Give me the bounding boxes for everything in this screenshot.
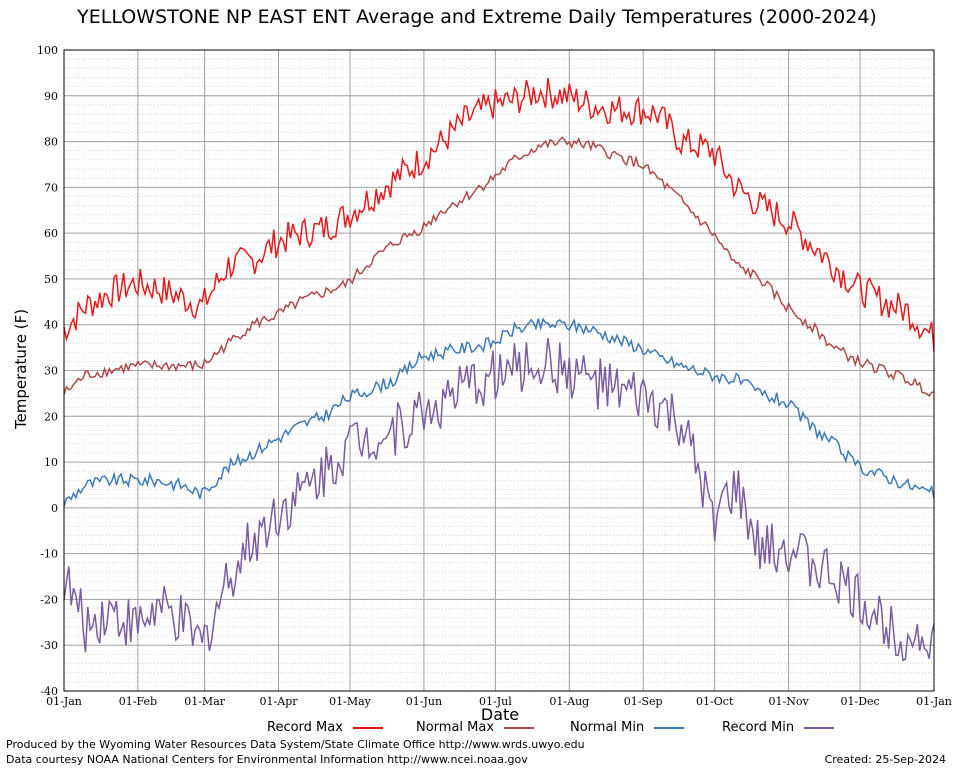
x-tick-label: 01-Oct [696, 695, 734, 708]
legend-item-record-min: Record Min [722, 720, 835, 735]
y-tick-label: 30 [44, 365, 58, 378]
footer-produced: Produced by the Wyoming Water Resources … [6, 738, 585, 751]
series-line-record-max [63, 77, 935, 352]
y-tick-label: 40 [44, 319, 58, 332]
chart-title: YELLOWSTONE NP EAST ENT Average and Extr… [77, 6, 877, 28]
x-axis-label: Date [480, 705, 520, 724]
series-line-normal-max [63, 136, 935, 397]
legend-label: Record Min [722, 720, 795, 735]
legend-item-normal-max: Normal Max [416, 720, 535, 735]
x-tick-label: 01-Nov [769, 695, 810, 708]
x-tick-label: 01-Jan [916, 695, 952, 708]
legend-label: Record Max [267, 720, 343, 735]
x-tick-label: 01-Jul [479, 695, 512, 708]
y-tick-label: -30 [40, 639, 58, 652]
x-tick-label: 01-Sep [624, 695, 663, 708]
y-axis-label: Temperature (F) [12, 308, 30, 430]
series-lines [63, 77, 935, 662]
y-tick-label: -40 [40, 685, 58, 698]
x-tick-label: 01-Apr [260, 695, 299, 708]
legend-swatch [504, 726, 535, 729]
y-tick-label: -20 [40, 593, 58, 606]
footer-courtesy: Data courtesy NOAA National Centers for … [6, 753, 528, 766]
y-tick-label: 0 [51, 502, 58, 515]
y-tick-label: 70 [44, 181, 58, 194]
legend-swatch [352, 726, 383, 729]
tick-labels: 1009080706050403020100-10-20-30-4001-Jan… [37, 44, 952, 708]
series-line-normal-min [63, 317, 935, 507]
y-tick-label: 10 [44, 456, 58, 469]
x-tick-label: 01-Jun [406, 695, 442, 708]
series-line-record-min [63, 338, 935, 662]
legend-item-normal-min: Normal Min [570, 720, 685, 735]
x-tick-label: 01-May [329, 695, 372, 708]
y-tick-label: 100 [37, 44, 58, 57]
footer-created: Created: 25-Sep-2024 [824, 753, 946, 766]
x-tick-label: 01-Feb [119, 695, 157, 708]
x-tick-label: 01-Aug [549, 695, 589, 708]
legend-label: Normal Max [416, 720, 495, 735]
x-tick-label: 01-Mar [184, 695, 226, 708]
y-tick-label: 60 [44, 227, 58, 240]
y-tick-label: 20 [44, 410, 58, 423]
x-tick-label: 01-Jan [46, 695, 82, 708]
y-tick-label: 80 [44, 136, 58, 149]
y-tick-label: 90 [44, 90, 58, 103]
legend-swatch [654, 726, 685, 729]
legend-item-record-max: Record Max [267, 720, 383, 735]
x-tick-label: 01-Dec [841, 695, 880, 708]
y-tick-label: -10 [40, 548, 58, 561]
legend-label: Normal Min [570, 720, 645, 735]
y-tick-label: 50 [44, 273, 58, 286]
legend-swatch [804, 726, 835, 729]
